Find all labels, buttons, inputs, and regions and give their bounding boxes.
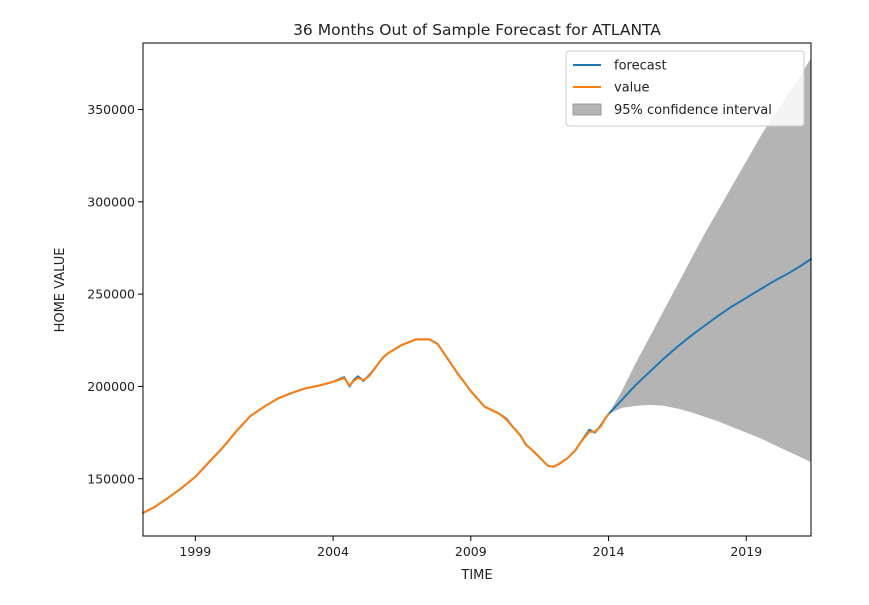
y-tick-label: 150000 [87,471,135,486]
x-tick-label: 1999 [179,544,211,559]
x-tick-label: 2019 [730,544,762,559]
x-tick-label: 2004 [317,544,349,559]
legend-box [565,50,805,127]
y-tick-label: 250000 [87,287,135,302]
x-tick-label: 2014 [593,544,625,559]
confidence-interval-band [608,57,811,463]
y-axis-label: HOME VALUE [53,248,68,333]
y-tick-label: 350000 [87,102,135,117]
x-tick-label: 2009 [455,544,487,559]
y-tick-label: 300000 [87,194,135,209]
series-line-value [142,338,610,514]
chart-title: 36 Months Out of Sample Forecast for ATL… [293,21,661,39]
confidence-interval-layer [608,57,811,463]
plot-frame [142,42,812,537]
y-axis: 150000 200000 250000 300000 350000 [87,102,143,486]
series-layer [142,258,812,514]
legend-label-forecast: forecast [614,59,667,74]
x-axis: 1999 2004 2009 2014 2019 [179,536,762,559]
legend: forecast value 95% confidence interval [565,50,805,127]
x-axis-label: TIME [460,568,492,583]
y-tick-label: 200000 [87,379,135,394]
legend-swatch-confidence-interval [572,103,602,116]
legend-label-value: value [614,81,650,96]
legend-label-confidence-interval: 95% confidence interval [614,103,772,118]
